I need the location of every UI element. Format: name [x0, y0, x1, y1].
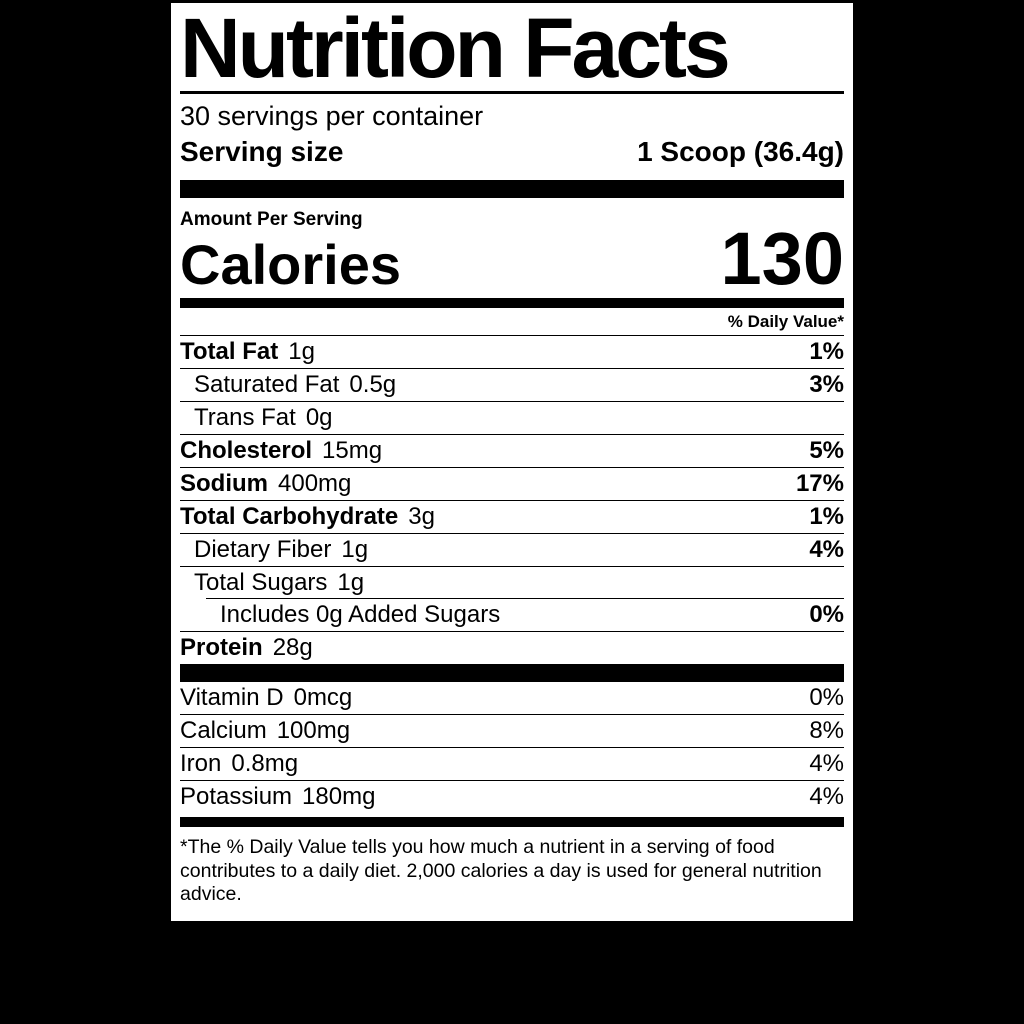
nutrient-row: Trans Fat 0g	[180, 401, 844, 434]
nutrient-daily-value: 0%	[809, 684, 844, 712]
nutrient-row: Includes 0g Added Sugars 0%	[180, 598, 844, 631]
nutrient-name-amount: Protein 28g	[180, 635, 313, 661]
nutrient-name: Saturated Fat	[194, 371, 340, 399]
nutrient-name-amount: Saturated Fat 0.5g	[194, 372, 396, 398]
nutrient-name: Total Carbohydrate	[180, 503, 399, 531]
nutrient-amount: 180mg	[302, 783, 376, 811]
serving-size-label: Serving size	[180, 136, 344, 168]
nutrient-amount: 0.5g	[349, 371, 397, 399]
nutrient-name: Trans Fat	[194, 404, 296, 432]
nutrient-amount: 400mg	[278, 470, 352, 498]
nutrient-row: Total Carbohydrate 3g 1%	[180, 500, 844, 533]
nutrient-daily-value: 8%	[809, 717, 844, 745]
nutrient-daily-value: 1%	[809, 503, 844, 531]
serving-size-value: 1 Scoop (36.4g)	[637, 136, 844, 168]
nutrient-row: Vitamin D 0mcg 0%	[180, 682, 844, 714]
nutrient-daily-value: 3%	[809, 371, 844, 399]
nutrient-daily-value: 4%	[809, 750, 844, 778]
nutrition-facts-label: Nutrition Facts 30 servings per containe…	[171, 3, 853, 921]
nutrient-row: Calcium 100mg 8%	[180, 714, 844, 747]
label-title: Nutrition Facts	[180, 1, 731, 95]
calories-row: Calories 130	[180, 216, 844, 300]
nutrient-name: Vitamin D	[180, 684, 284, 712]
nutrient-amount: 100mg	[276, 717, 351, 745]
title-divider	[180, 91, 844, 95]
nutrient-name-amount: Calcium 100mg	[180, 718, 350, 744]
nutrient-amount: 1g	[341, 536, 369, 564]
nutrient-name: Dietary Fiber	[194, 536, 332, 564]
nutrient-name: Sodium	[180, 470, 268, 498]
nutrient-amount: 0g	[305, 404, 333, 432]
divider-medium-calories	[180, 297, 844, 308]
nutrient-amount: 0.8mg	[231, 750, 299, 778]
nutrient-row: Protein 28g	[180, 631, 844, 664]
nutrient-row: Total Fat 1g 1%	[180, 335, 844, 368]
nutrient-amount: 1g	[337, 569, 365, 597]
nutrient-name-amount: Includes 0g Added Sugars	[220, 602, 500, 628]
nutrient-name: Calcium	[180, 717, 267, 745]
daily-value-header: % Daily Value*	[727, 311, 844, 331]
nutrient-amount: 0mcg	[293, 684, 353, 712]
nutrient-daily-value: 4%	[809, 536, 844, 564]
nutrient-row: Saturated Fat 0.5g 3%	[180, 368, 844, 401]
nutrient-name-amount: Vitamin D 0mcg	[180, 685, 352, 711]
nutrient-name: Cholesterol	[180, 437, 313, 465]
nutrient-daily-value: 1%	[809, 338, 844, 366]
serving-size-row: Serving size 1 Scoop (36.4g)	[180, 135, 844, 169]
amount-per-serving-label: Amount Per Serving	[180, 208, 363, 230]
nutrient-name: Total Sugars	[194, 569, 328, 597]
nutrient-table: Total Fat 1g 1% Saturated Fat 0.5g 3% Trans Fa…	[180, 335, 844, 664]
nutrient-name-amount: Cholesterol 15mg	[180, 438, 382, 464]
servings-per-container: 30 servings per container	[180, 101, 484, 132]
vitamin-table: Vitamin D 0mcg 0% Calcium 100mg 8% Iron 0.8mg 4%…	[180, 682, 844, 813]
nutrient-name-amount: Total Sugars 1g	[194, 570, 364, 596]
nutrient-amount: 15mg	[322, 437, 383, 465]
nutrient-name: Total Fat	[180, 338, 279, 366]
nutrient-daily-value: 0%	[809, 601, 844, 629]
nutrient-name: Includes 0g Added Sugars	[220, 601, 501, 629]
nutrient-name: Iron	[180, 750, 222, 778]
divider-thick-top	[180, 179, 844, 198]
divider-medium-footnote	[180, 817, 844, 828]
nutrient-daily-value: 5%	[809, 437, 844, 465]
calories-value: 130	[720, 216, 844, 300]
divider-thick-protein	[180, 664, 844, 683]
calories-label: Calories	[180, 232, 401, 296]
nutrient-name-amount: Total Fat 1g	[180, 339, 315, 365]
nutrient-row: Dietary Fiber 1g 4%	[180, 533, 844, 566]
nutrient-name-amount: Iron 0.8mg	[180, 751, 298, 777]
nutrient-row: Cholesterol 15mg 5%	[180, 434, 844, 467]
nutrient-daily-value: 17%	[795, 470, 844, 498]
nutrient-name-amount: Trans Fat 0g	[194, 405, 333, 431]
footnote: *The % Daily Value tells you how much a …	[180, 836, 822, 906]
nutrient-amount: 1g	[288, 338, 315, 366]
nutrient-amount: 28g	[272, 634, 313, 662]
nutrient-name: Potassium	[180, 783, 293, 811]
nutrient-name-amount: Dietary Fiber 1g	[194, 537, 368, 563]
nutrient-name-amount: Total Carbohydrate 3g	[180, 504, 435, 530]
nutrient-row: Iron 0.8mg 4%	[180, 747, 844, 780]
nutrient-row: Sodium 400mg 17%	[180, 467, 844, 500]
nutrient-name-amount: Potassium 180mg	[180, 784, 375, 810]
nutrient-name-amount: Sodium 400mg	[180, 471, 351, 497]
nutrient-name: Protein	[180, 634, 263, 662]
nutrient-daily-value: 4%	[809, 783, 844, 811]
nutrient-row: Potassium 180mg 4%	[180, 780, 844, 813]
nutrient-row: Total Sugars 1g	[180, 566, 844, 599]
nutrient-amount: 3g	[408, 503, 435, 531]
